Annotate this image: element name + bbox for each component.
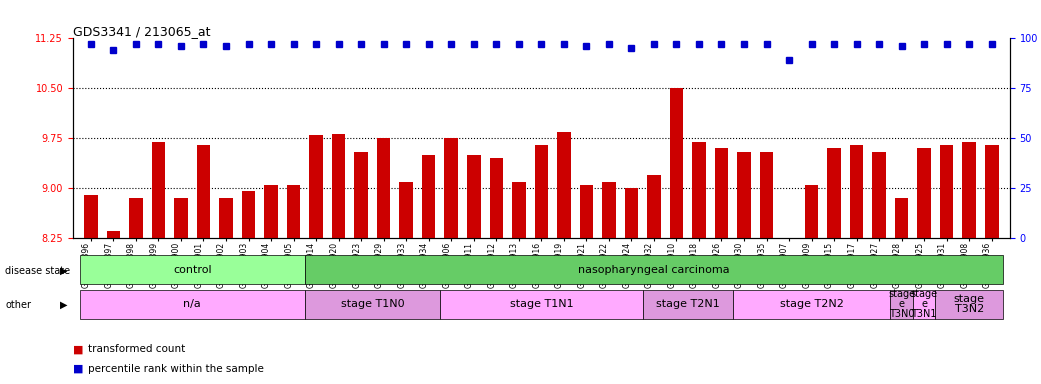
Bar <box>242 192 255 384</box>
Bar <box>332 134 346 384</box>
Bar <box>828 148 841 384</box>
Bar <box>377 138 390 384</box>
Bar <box>985 145 998 384</box>
Bar <box>692 142 706 384</box>
FancyBboxPatch shape <box>305 290 440 319</box>
Text: control: control <box>173 265 211 275</box>
Bar <box>129 198 143 384</box>
Bar <box>940 145 954 384</box>
Text: transformed count: transformed count <box>88 344 185 354</box>
Text: n/a: n/a <box>183 299 201 310</box>
Text: ■: ■ <box>73 344 83 354</box>
Bar <box>760 152 773 384</box>
Bar <box>602 182 615 384</box>
Bar <box>849 145 863 384</box>
Text: stage T2N2: stage T2N2 <box>780 299 843 310</box>
FancyBboxPatch shape <box>936 290 1004 319</box>
Bar <box>963 142 976 384</box>
Bar <box>625 188 638 384</box>
Bar <box>287 185 301 384</box>
FancyBboxPatch shape <box>305 255 1004 285</box>
Bar <box>445 138 458 384</box>
Text: stage T1N1: stage T1N1 <box>509 299 574 310</box>
Bar <box>400 182 413 384</box>
Text: disease state: disease state <box>5 266 71 276</box>
FancyBboxPatch shape <box>440 290 642 319</box>
Bar <box>648 175 661 384</box>
Bar <box>467 155 481 384</box>
Text: stage
e
T3N0: stage e T3N0 <box>888 289 915 319</box>
Text: other: other <box>5 300 31 310</box>
Text: ▶: ▶ <box>60 300 68 310</box>
Bar <box>737 152 751 384</box>
Text: stage
T3N2: stage T3N2 <box>954 294 985 314</box>
Bar <box>152 142 166 384</box>
Bar <box>220 198 233 384</box>
FancyBboxPatch shape <box>79 290 305 319</box>
Text: stage T2N1: stage T2N1 <box>656 299 719 310</box>
FancyBboxPatch shape <box>642 290 733 319</box>
Text: nasopharyngeal carcinoma: nasopharyngeal carcinoma <box>578 265 730 275</box>
Bar <box>805 185 818 384</box>
Bar <box>489 158 503 384</box>
FancyBboxPatch shape <box>79 255 305 285</box>
Bar <box>917 148 931 384</box>
Bar <box>264 185 278 384</box>
Bar <box>354 152 367 384</box>
Bar <box>197 145 210 384</box>
Bar <box>535 145 548 384</box>
Bar <box>309 135 323 384</box>
FancyBboxPatch shape <box>733 290 890 319</box>
Bar <box>422 155 435 384</box>
Bar <box>84 195 98 384</box>
Text: ■: ■ <box>73 364 83 374</box>
FancyBboxPatch shape <box>913 290 936 319</box>
Text: percentile rank within the sample: percentile rank within the sample <box>88 364 264 374</box>
FancyBboxPatch shape <box>890 290 913 319</box>
Bar <box>895 198 909 384</box>
Bar <box>106 232 120 384</box>
Bar <box>512 182 526 384</box>
Bar <box>872 152 886 384</box>
Bar <box>715 148 729 384</box>
Bar <box>174 198 187 384</box>
Text: stage
e
T3N1: stage e T3N1 <box>911 289 938 319</box>
Text: ▶: ▶ <box>60 266 68 276</box>
Bar <box>557 132 570 384</box>
Bar <box>580 185 593 384</box>
Text: GDS3341 / 213065_at: GDS3341 / 213065_at <box>73 25 210 38</box>
Bar <box>669 88 683 384</box>
Text: stage T1N0: stage T1N0 <box>340 299 404 310</box>
Bar <box>782 238 795 384</box>
